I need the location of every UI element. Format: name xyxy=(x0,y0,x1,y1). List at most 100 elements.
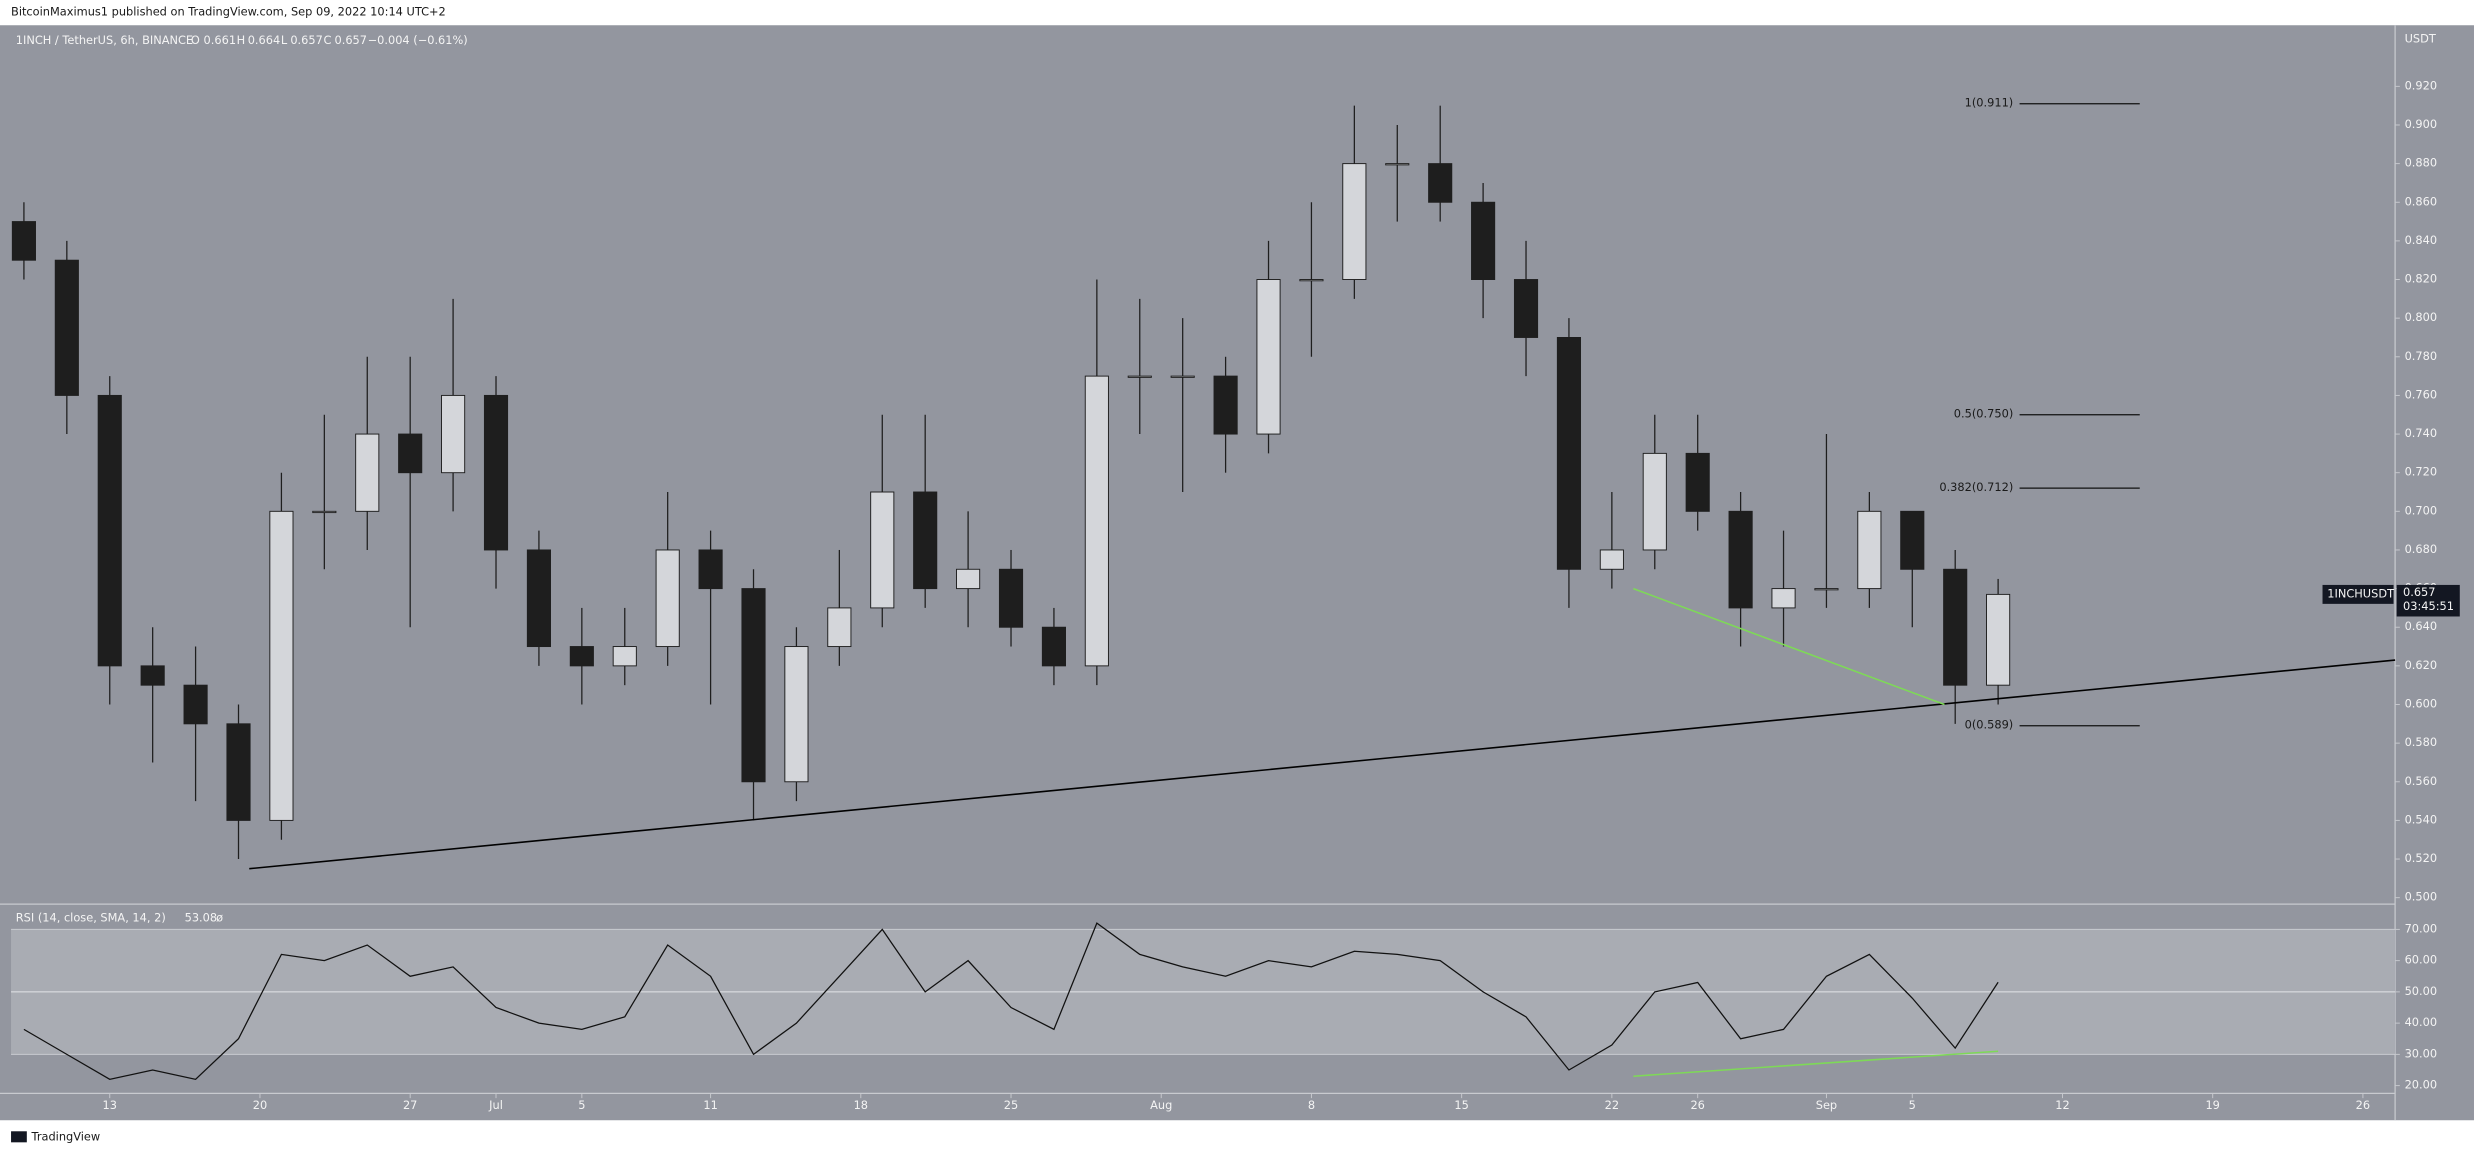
candle-body xyxy=(1213,375,1238,435)
candle-body xyxy=(784,646,809,783)
x-tick-label: 27 xyxy=(403,1098,417,1112)
rsi-legend: RSI (14, close, SMA, 14, 2) xyxy=(16,910,166,924)
candle-body xyxy=(97,394,122,667)
x-tick-label: Aug xyxy=(1150,1098,1172,1112)
candle-body xyxy=(612,646,637,667)
candle-body xyxy=(1299,279,1324,282)
candle-body xyxy=(312,510,337,514)
x-tick-label: Jul xyxy=(488,1098,503,1112)
x-tick-label: 26 xyxy=(2356,1098,2370,1112)
candle-body xyxy=(741,588,766,783)
x-tick-label: 22 xyxy=(1605,1098,1619,1112)
candle-body xyxy=(1471,201,1496,280)
candle-body xyxy=(998,568,1024,628)
fib-label: 0.5(0.750) xyxy=(1954,407,2013,421)
x-tick-label: 19 xyxy=(2205,1098,2219,1112)
y-tick-label: 0.680 xyxy=(2405,542,2438,556)
candle-body xyxy=(1342,163,1367,280)
candle-body xyxy=(1986,593,2011,686)
x-tick-label: 25 xyxy=(1004,1098,1018,1112)
candle-body xyxy=(483,394,509,551)
change: −0.004 (−0.61%) xyxy=(368,33,468,47)
candle-body xyxy=(870,491,895,609)
candle-body xyxy=(1943,568,1968,686)
y-tick-label: 0.540 xyxy=(2405,812,2438,826)
y-tick-label: 0.780 xyxy=(2405,349,2438,363)
y-tick-label: 0.700 xyxy=(2405,503,2438,517)
y-tick-label: 0.520 xyxy=(2405,851,2438,865)
candle-body xyxy=(1556,337,1582,570)
y-tick-label: 0.720 xyxy=(2405,465,2438,479)
o-value: 0.661 xyxy=(204,33,237,47)
axis-unit: USDT xyxy=(2405,31,2436,45)
rsi-extra: ø xyxy=(216,910,223,924)
y-tick-label: 0.500 xyxy=(2405,890,2438,904)
h-label: H xyxy=(237,33,246,47)
fib-label: 1(0.911) xyxy=(1965,96,2014,110)
c-value: 0.657 xyxy=(334,33,367,47)
x-tick-label: 11 xyxy=(703,1098,717,1112)
candle-body xyxy=(1127,375,1152,378)
candle-body xyxy=(1814,588,1839,591)
footer-brand: TradingView xyxy=(31,1130,101,1144)
candle-body xyxy=(1857,510,1882,590)
candle-body xyxy=(398,433,423,474)
trendline xyxy=(1633,587,1945,706)
x-tick-label: 12 xyxy=(2055,1098,2069,1112)
fib-label: 0.382(0.712) xyxy=(1939,480,2013,494)
candle-body xyxy=(1170,375,1195,378)
y-tick-label: 0.900 xyxy=(2405,117,2438,131)
candle-body xyxy=(269,510,294,821)
y-tick-label: 0.640 xyxy=(2405,619,2438,633)
candle-body xyxy=(827,607,852,648)
candle-body xyxy=(1513,279,1539,338)
y-tick-label: 70.00 xyxy=(2405,921,2438,935)
symbol-tag: 1INCHUSDT xyxy=(2327,586,2394,600)
x-tick-label: 26 xyxy=(1690,1098,1704,1112)
symbol-tag-bg xyxy=(2322,584,2394,604)
x-tick-label: 5 xyxy=(1909,1098,1916,1112)
candle-body xyxy=(226,723,251,821)
candle-body xyxy=(655,549,680,648)
candle-body xyxy=(355,433,380,512)
candle-body xyxy=(1900,510,1925,570)
c-label: C xyxy=(323,33,331,47)
y-tick-label: 0.620 xyxy=(2405,658,2438,672)
y-tick-label: 0.600 xyxy=(2405,697,2438,711)
x-tick-label: 18 xyxy=(854,1098,868,1112)
x-tick-label: 13 xyxy=(103,1098,117,1112)
h-value: 0.664 xyxy=(248,33,281,47)
x-tick-label: 20 xyxy=(253,1098,267,1112)
logo xyxy=(11,1131,27,1143)
candle-body xyxy=(1385,163,1410,166)
candle-body xyxy=(698,549,723,590)
symbol-info: 1INCH / TetherUS, 6h, BINANCE xyxy=(16,33,193,47)
last-price: 0.657 xyxy=(2403,585,2436,599)
l-value: 0.657 xyxy=(290,33,323,47)
trendline xyxy=(1633,1050,1999,1078)
y-tick-label: 0.840 xyxy=(2405,233,2438,247)
y-tick-label: 0.740 xyxy=(2405,426,2438,440)
y-tick-label: 0.920 xyxy=(2405,78,2438,92)
candle-body xyxy=(1084,375,1109,667)
candle-body xyxy=(441,394,466,474)
candle-body xyxy=(11,221,36,261)
x-tick-label: Sep xyxy=(1816,1098,1837,1112)
y-tick-label: 0.560 xyxy=(2405,774,2438,788)
y-tick-label: 30.00 xyxy=(2405,1046,2438,1060)
fib-label: 0(0.589) xyxy=(1965,718,2014,732)
y-tick-label: 0.820 xyxy=(2405,272,2438,286)
candle-body xyxy=(1642,452,1667,551)
y-tick-label: 0.860 xyxy=(2405,194,2438,208)
published-note: BitcoinMaximus1 published on TradingView… xyxy=(11,5,446,19)
candle-body xyxy=(1256,279,1281,435)
candle-body xyxy=(1041,626,1066,667)
y-tick-label: 40.00 xyxy=(2405,1015,2438,1029)
candle-body xyxy=(1685,452,1710,512)
candle-body xyxy=(956,568,981,590)
candle-body xyxy=(183,684,208,725)
last-price-tag xyxy=(2396,584,2460,617)
x-tick-label: 5 xyxy=(578,1098,585,1112)
